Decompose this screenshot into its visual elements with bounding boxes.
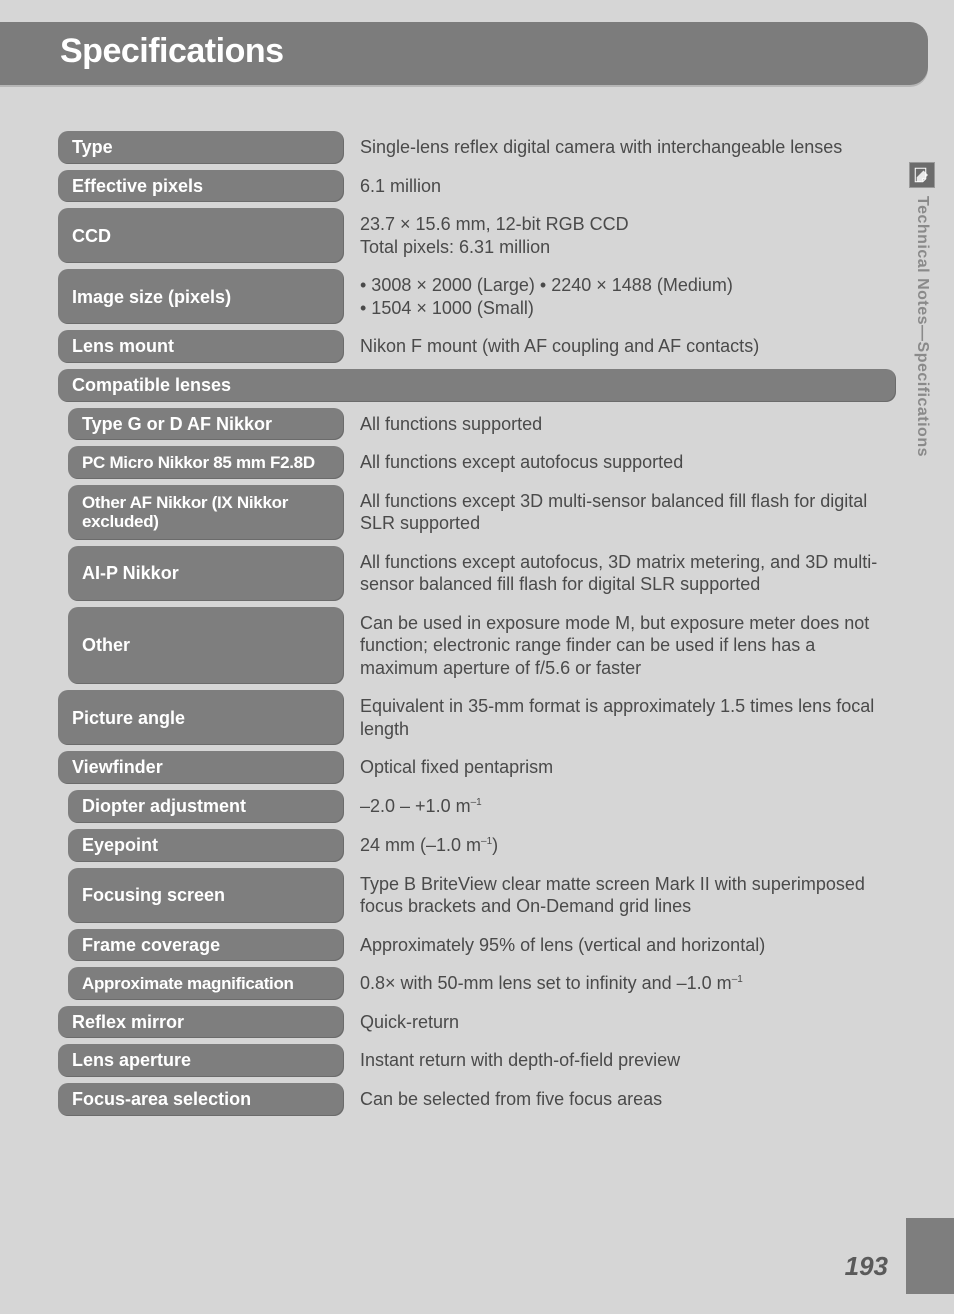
spec-row: Picture angleEquivalent in 35-mm format … [58, 690, 896, 745]
spec-value: 23.7 × 15.6 mm, 12-bit RGB CCDTotal pixe… [350, 208, 896, 263]
side-accent-bar [906, 1218, 954, 1294]
spec-row: Type G or D AF NikkorAll functions suppo… [58, 408, 896, 441]
spec-label: Type G or D AF Nikkor [68, 408, 344, 441]
spec-row: Image size (pixels)• 3008 × 2000 (Large)… [58, 269, 896, 324]
spec-row: Lens mountNikon F mount (with AF couplin… [58, 330, 896, 363]
spec-label: Effective pixels [58, 170, 344, 203]
spec-label: Compatible lenses [58, 369, 896, 402]
spec-label: Other AF Nikkor (IX Nikkor excluded) [68, 485, 344, 540]
spec-label: Other [68, 607, 344, 685]
spec-label: Focusing screen [68, 868, 344, 923]
spec-value: Optical fixed pentaprism [350, 751, 896, 784]
spec-value: Quick-return [350, 1006, 896, 1039]
spec-row: Diopter adjustment–2.0 – +1.0 m–1 [58, 790, 896, 823]
spec-value: –2.0 – +1.0 m–1 [350, 790, 896, 823]
spec-row: Focusing screenType B BriteView clear ma… [58, 868, 896, 923]
spec-value: Single-lens reflex digital camera with i… [350, 131, 896, 164]
spec-value: 24 mm (–1.0 m–1) [350, 829, 896, 862]
page-title: Specifications [60, 32, 904, 71]
spec-row: CCD23.7 × 15.6 mm, 12-bit RGB CCDTotal p… [58, 208, 896, 263]
spec-value: All functions except autofocus, 3D matri… [350, 546, 896, 601]
spec-row: Eyepoint24 mm (–1.0 m–1) [58, 829, 896, 862]
spec-row: Compatible lenses [58, 369, 896, 402]
spec-row: AI-P NikkorAll functions except autofocu… [58, 546, 896, 601]
spec-table: TypeSingle-lens reflex digital camera wi… [0, 85, 954, 1116]
spec-row: Reflex mirrorQuick-return [58, 1006, 896, 1039]
spec-label: Eyepoint [68, 829, 344, 862]
spec-label: Lens aperture [58, 1044, 344, 1077]
page-number: 193 [845, 1251, 888, 1282]
spec-label: Lens mount [58, 330, 344, 363]
spec-value: Can be used in exposure mode M, but expo… [350, 607, 896, 685]
spec-value: All functions supported [350, 408, 896, 441]
spec-row: OtherCan be used in exposure mode M, but… [58, 607, 896, 685]
spec-label: CCD [58, 208, 344, 263]
spec-row: Frame coverageApproximately 95% of lens … [58, 929, 896, 962]
spec-value: • 3008 × 2000 (Large) • 2240 × 1488 (Med… [350, 269, 896, 324]
spec-label: Viewfinder [58, 751, 344, 784]
spec-value: 6.1 million [350, 170, 896, 203]
spec-row: Focus-area selectionCan be selected from… [58, 1083, 896, 1116]
spec-value: 0.8× with 50-mm lens set to infinity and… [350, 967, 896, 1000]
spec-value: Equivalent in 35-mm format is approximat… [350, 690, 896, 745]
spec-label: Frame coverage [68, 929, 344, 962]
side-tab: Technical Notes—Specifications [908, 162, 936, 457]
spec-row: PC Micro Nikkor 85 mm F2.8DAll functions… [58, 446, 896, 479]
spec-label: Picture angle [58, 690, 344, 745]
spec-value: All functions except autofocus supported [350, 446, 896, 479]
side-section-label: Technical Notes—Specifications [913, 196, 931, 457]
spec-row: Effective pixels6.1 million [58, 170, 896, 203]
spec-row: Lens apertureInstant return with depth-o… [58, 1044, 896, 1077]
spec-label: Focus-area selection [58, 1083, 344, 1116]
spec-value: Approximately 95% of lens (vertical and … [350, 929, 896, 962]
header-wrap: Specifications [0, 0, 954, 85]
spec-label: AI-P Nikkor [68, 546, 344, 601]
spec-value: Can be selected from five focus areas [350, 1083, 896, 1116]
page: Specifications Technical Notes—Specifica… [0, 0, 954, 1314]
note-pencil-icon [909, 162, 935, 188]
spec-row: Other AF Nikkor (IX Nikkor excluded)All … [58, 485, 896, 540]
spec-value: All functions except 3D multi-sensor bal… [350, 485, 896, 540]
spec-row: ViewfinderOptical fixed pentaprism [58, 751, 896, 784]
spec-value: Instant return with depth-of-field previ… [350, 1044, 896, 1077]
spec-row: Approximate magnification0.8× with 50-mm… [58, 967, 896, 1000]
spec-value: Nikon F mount (with AF coupling and AF c… [350, 330, 896, 363]
spec-label: PC Micro Nikkor 85 mm F2.8D [68, 446, 344, 479]
header-banner: Specifications [0, 22, 928, 85]
spec-label: Image size (pixels) [58, 269, 344, 324]
spec-label: Reflex mirror [58, 1006, 344, 1039]
spec-label: Type [58, 131, 344, 164]
spec-value: Type B BriteView clear matte screen Mark… [350, 868, 896, 923]
spec-row: TypeSingle-lens reflex digital camera wi… [58, 131, 896, 164]
spec-label: Diopter adjustment [68, 790, 344, 823]
spec-label: Approximate magnification [68, 967, 344, 1000]
